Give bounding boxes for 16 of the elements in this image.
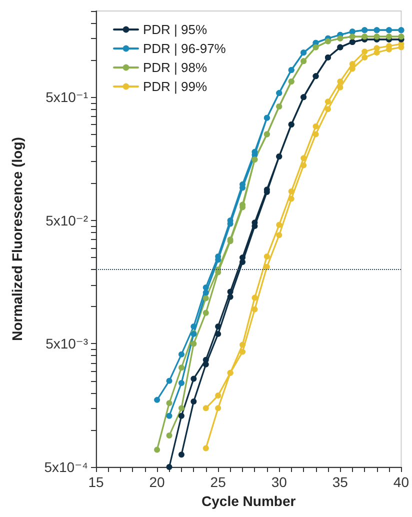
- legend-label: PDR | 95%: [143, 22, 208, 37]
- legend-label: PDR | 99%: [143, 79, 208, 94]
- x-tick-label: 20: [149, 474, 166, 490]
- legend-label: PDR | 96-97%: [143, 41, 226, 56]
- y-tick-label: 5x10⁻⁴: [44, 459, 88, 475]
- x-axis-title: Cycle Number: [202, 492, 296, 509]
- x-tick-label: 30: [271, 474, 288, 490]
- x-tick-label: 25: [210, 474, 226, 490]
- y-axis-title: Normalized Fluorescence (log): [9, 137, 25, 341]
- x-tick-label: 35: [332, 474, 348, 490]
- y-tick-label: 5x10⁻¹: [46, 89, 88, 106]
- legend-label: PDR | 98%: [143, 60, 208, 75]
- x-tick-label: 15: [88, 474, 104, 490]
- x-tick-label: 40: [393, 474, 410, 490]
- y-tick-label: 5x10⁻²: [46, 212, 88, 228]
- y-tick-label: 5x10⁻³: [46, 336, 88, 352]
